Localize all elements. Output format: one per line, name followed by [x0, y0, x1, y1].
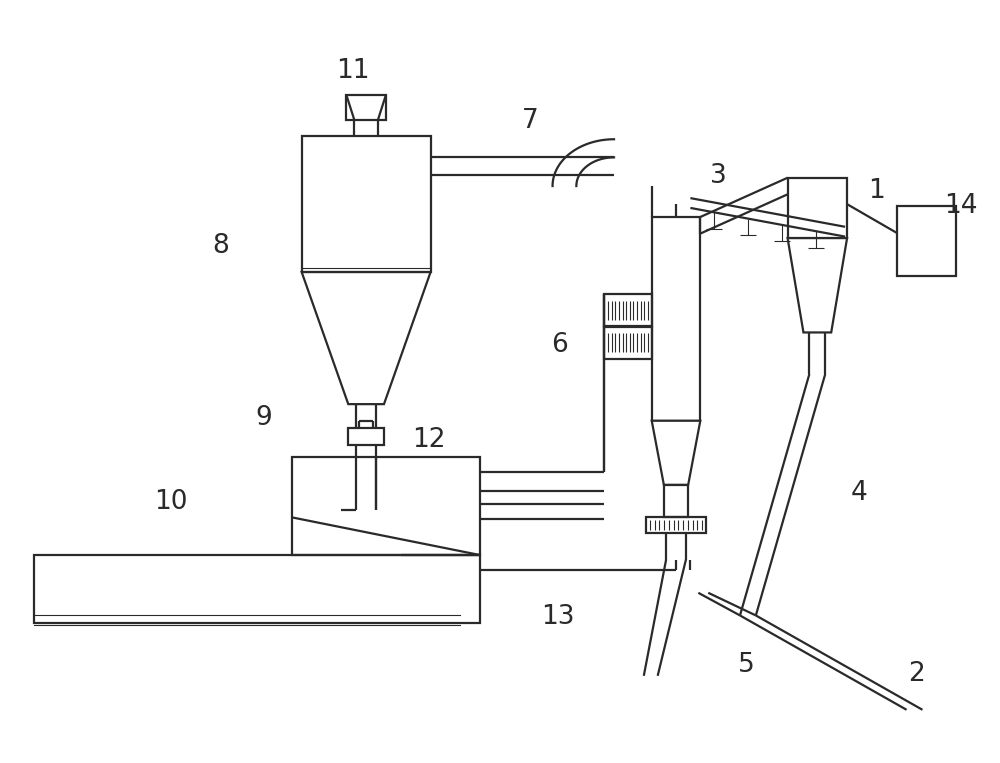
Bar: [897, 207, 956, 276]
Text: 9: 9: [256, 404, 272, 431]
Bar: [346, 95, 386, 120]
Polygon shape: [652, 420, 700, 485]
Text: 7: 7: [521, 108, 538, 134]
Bar: [34, 555, 480, 623]
Text: 2: 2: [908, 662, 925, 687]
Text: 13: 13: [541, 604, 574, 630]
Text: 14: 14: [944, 193, 978, 220]
Bar: [604, 295, 652, 326]
Text: 4: 4: [851, 480, 867, 506]
Text: 5: 5: [738, 652, 754, 678]
Text: 1: 1: [868, 179, 885, 204]
Text: 8: 8: [212, 233, 229, 259]
Text: 12: 12: [412, 427, 445, 453]
Text: 6: 6: [551, 332, 568, 359]
Text: 11: 11: [336, 57, 370, 84]
Bar: [292, 457, 480, 555]
Polygon shape: [302, 272, 431, 404]
Text: 3: 3: [710, 163, 727, 189]
Bar: [664, 485, 688, 517]
Polygon shape: [788, 238, 847, 333]
Text: 10: 10: [154, 489, 188, 515]
Bar: [652, 217, 700, 420]
Bar: [604, 327, 652, 359]
Bar: [788, 178, 847, 238]
Bar: [302, 137, 431, 272]
Bar: [348, 428, 384, 445]
Bar: [646, 517, 706, 533]
